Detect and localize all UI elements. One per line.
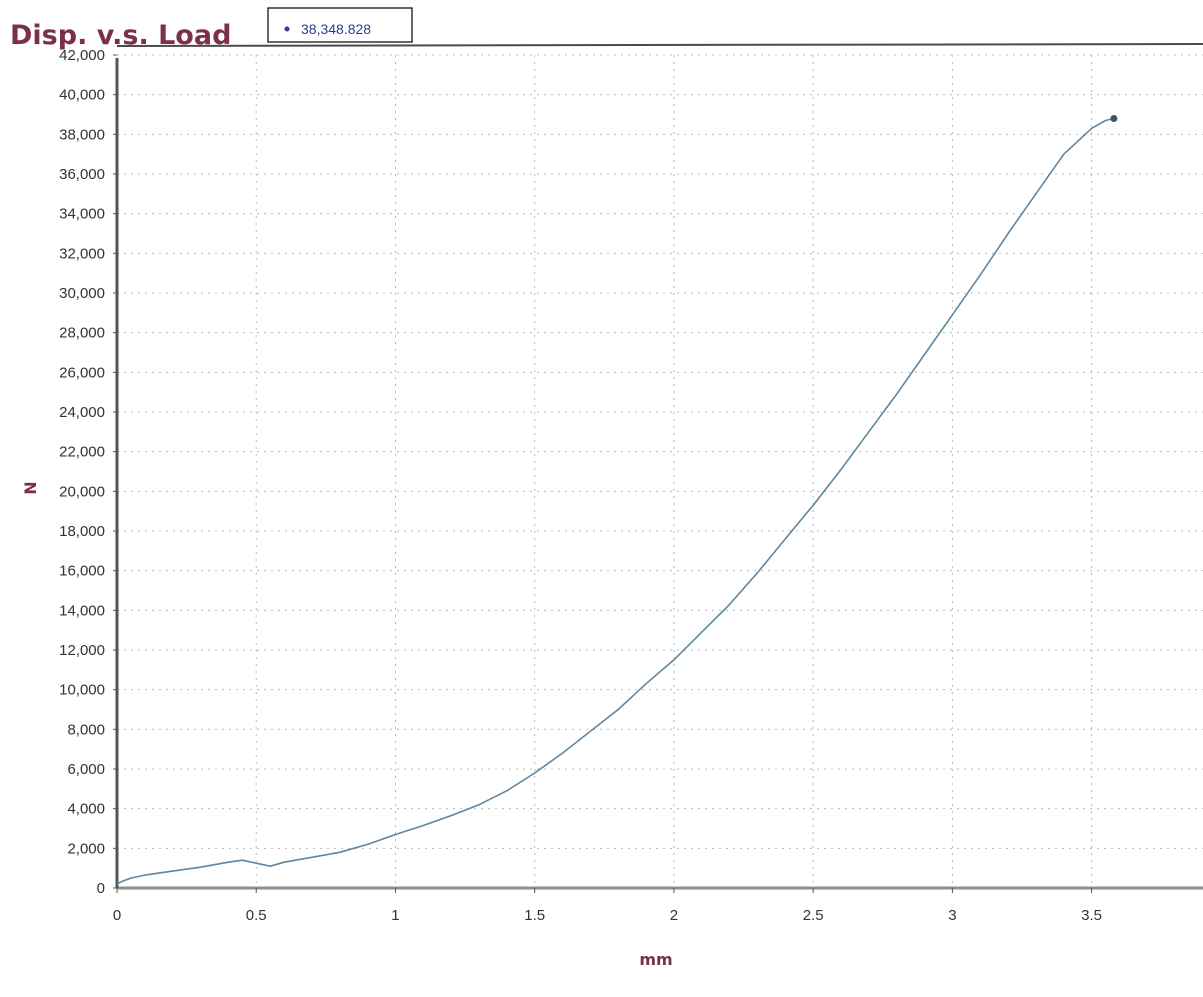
series-line [116, 117, 1115, 885]
legend-box [267, 7, 413, 43]
y-tick-label: 34,000 [59, 206, 105, 223]
y-tick-label: 42,000 [59, 47, 105, 64]
legend-marker [284, 26, 290, 32]
data-point-marker [1110, 114, 1118, 122]
chart-title: Disp. v.s. Load [10, 20, 231, 51]
y-tick-label: 16,000 [59, 563, 105, 580]
x-tick-label: 0.5 [246, 907, 267, 924]
plot-top-border [116, 43, 1203, 47]
y-tick-label: 14,000 [59, 602, 105, 619]
y-tick-label: 2,000 [67, 840, 105, 857]
y-tick-label: 18,000 [59, 523, 105, 540]
y-tick-label: 22,000 [59, 444, 105, 461]
legend-entry: 38,348.828 [301, 21, 371, 37]
y-tick-label: 28,000 [59, 325, 105, 342]
y-tick-label: 12,000 [59, 642, 105, 659]
x-axis-label: mm [639, 950, 672, 969]
x-tick-label: 3.5 [1081, 907, 1102, 924]
y-tick-label: 6,000 [67, 761, 105, 778]
y-tick-label: 10,000 [59, 682, 105, 699]
axes [115, 43, 1203, 890]
y-tick-label: 26,000 [59, 364, 105, 381]
y-tick-label: 32,000 [59, 245, 105, 262]
y-axis-ticks: 0 2,000 4,000 6,000 8,000 10,000 12,000 14,000 1… [59, 47, 117, 897]
y-tick-label: 36,000 [59, 166, 105, 183]
y-tick-label: 24,000 [59, 404, 105, 421]
y-axis-label: N [21, 481, 40, 494]
legend: 38,348.828 [267, 7, 413, 43]
series-layer [116, 114, 1118, 885]
x-tick-label: 1.5 [524, 907, 545, 924]
grid [117, 54, 1203, 888]
y-tick-label: 4,000 [67, 801, 105, 818]
y-tick-label: 38,000 [59, 126, 105, 143]
y-tick-label: 0 [97, 880, 105, 897]
x-tick-label: 2.5 [803, 907, 824, 924]
x-tick-label: 3 [948, 907, 956, 924]
y-tick-label: 40,000 [59, 87, 105, 104]
y-tick-label: 8,000 [67, 721, 105, 738]
x-axis-ticks: 0 0.5 1 1.5 2 2.5 3 3.5 [113, 888, 1102, 924]
x-tick-label: 1 [391, 907, 399, 924]
y-tick-label: 20,000 [59, 483, 105, 500]
x-tick-label: 2 [670, 907, 678, 924]
x-tick-label: 0 [113, 907, 121, 924]
y-tick-label: 30,000 [59, 285, 105, 302]
